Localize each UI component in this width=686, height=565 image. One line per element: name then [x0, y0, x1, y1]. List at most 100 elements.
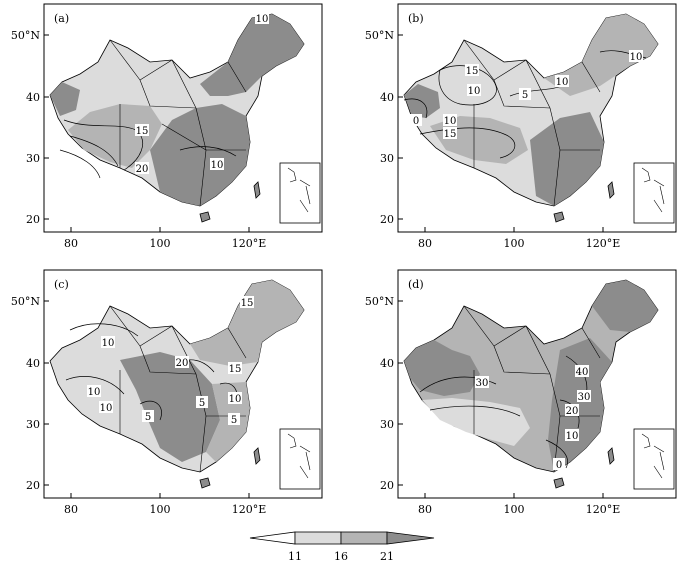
panel-label: (b)	[408, 12, 424, 25]
y-tick-label: 20	[26, 479, 40, 492]
taiwan-island	[253, 181, 261, 199]
y-tick-label: 30	[26, 152, 40, 165]
hainan-island	[553, 477, 565, 489]
contour-label: 10	[88, 387, 101, 398]
y-tick-label: 20	[380, 213, 394, 226]
contour-label: 30	[476, 378, 489, 389]
y-tick-label: 30	[380, 152, 394, 165]
inset-south-china-sea	[279, 162, 321, 224]
dark-region-east	[548, 338, 612, 472]
province-borders	[109, 39, 247, 207]
y-axis-ticks: 50°N 40 30 20	[11, 29, 49, 226]
colorbar-tick-label: 16	[334, 550, 348, 563]
x-tick-label: 120°E	[232, 237, 267, 250]
x-axis-ticks: 80 100 120°E	[64, 493, 266, 516]
colorbar-tick-label: 11	[288, 550, 302, 563]
contour-label: 10	[229, 394, 242, 405]
dark-region-west	[50, 82, 80, 116]
panel-label: (d)	[408, 278, 424, 291]
colorbar: 11 16 21	[249, 531, 435, 563]
contour-label: 5	[199, 398, 205, 409]
contour-label: 5	[231, 415, 237, 426]
contour-label: 15	[229, 364, 242, 375]
contour-label: 15	[241, 298, 254, 309]
y-axis-ticks: 50°N 40 30 20	[11, 295, 49, 492]
x-axis-ticks: 80 100 120°E	[418, 227, 620, 250]
panel-label: (c)	[54, 278, 69, 291]
x-tick-label: 120°E	[586, 503, 621, 516]
contour-label: 20	[176, 358, 189, 369]
map-panel-d: (d) 40 30 30 20 10 0 50°N 40 30 20 80 10…	[365, 269, 677, 516]
contour-label: 20	[566, 406, 579, 417]
x-tick-label: 100	[504, 237, 525, 250]
colorbar-segment-1	[294, 531, 342, 545]
y-tick-label: 30	[380, 418, 394, 431]
contour-label: 15	[466, 66, 479, 77]
y-tick-label: 20	[26, 213, 40, 226]
colorbar-segment-high	[386, 531, 435, 545]
mid-region-north	[544, 14, 658, 96]
y-tick-label: 50°N	[365, 295, 394, 308]
contour-label: 10	[556, 77, 569, 88]
taiwan-island	[253, 447, 261, 465]
contour-label: 10	[256, 14, 269, 25]
contour-label: 10	[444, 116, 457, 127]
dark-region-northeast	[200, 14, 304, 96]
inset-south-china-sea	[633, 428, 675, 490]
map-panel-a: (a) 10 15 20 10 50°N 40 30 20 80 100 120…	[11, 3, 323, 250]
contour-label: 15	[136, 126, 149, 137]
contour-label: 40	[576, 367, 589, 378]
x-axis-ticks: 80 100 120°E	[418, 493, 620, 516]
contour-label: 30	[578, 392, 591, 403]
x-tick-label: 100	[504, 503, 525, 516]
y-tick-label: 40	[380, 357, 394, 370]
contour-label: 10	[100, 403, 113, 414]
y-tick-label: 50°N	[365, 29, 394, 42]
inset-south-china-sea	[633, 162, 675, 224]
x-tick-label: 80	[418, 503, 432, 516]
x-tick-label: 120°E	[586, 237, 621, 250]
panel-label: (a)	[54, 12, 69, 25]
province-borders	[463, 39, 601, 207]
contour-label: 20	[136, 164, 149, 175]
shaded-regions	[403, 13, 659, 223]
contour-label: 15	[444, 129, 457, 140]
x-axis-ticks: 80 100 120°E	[64, 227, 266, 250]
contour-labels: 40 30 30 20 10 0	[475, 365, 591, 471]
map-panel-c: (c) 15 10 20 15 10 10 5 5 10 5 50°N 40 3…	[11, 269, 323, 516]
contour-label: 5	[145, 412, 151, 423]
hainan-island	[199, 477, 211, 489]
x-tick-label: 80	[64, 503, 78, 516]
dark-region-central	[120, 352, 220, 462]
contour-label: 10	[566, 431, 579, 442]
colorbar-tick-label: 21	[380, 550, 394, 563]
map-panel-b: (b) 10 15 10 5 10 0 10 15 50°N 40 30 20 …	[365, 3, 677, 250]
x-tick-label: 100	[150, 237, 171, 250]
province-borders	[109, 305, 247, 473]
y-tick-label: 40	[26, 357, 40, 370]
y-tick-label: 40	[380, 91, 394, 104]
taiwan-island	[607, 181, 615, 199]
contour-label: 10	[102, 338, 115, 349]
hainan-island	[199, 211, 211, 223]
colorbar-segment-2	[340, 531, 388, 545]
dark-region-west	[404, 340, 480, 396]
shaded-regions	[49, 279, 305, 489]
mid-region-north	[190, 280, 304, 366]
x-tick-label: 80	[64, 237, 78, 250]
y-tick-label: 40	[26, 91, 40, 104]
contour-label: 0	[413, 116, 419, 127]
inset-south-china-sea	[279, 428, 321, 490]
y-tick-label: 50°N	[11, 29, 40, 42]
y-tick-label: 30	[26, 418, 40, 431]
hainan-island	[553, 211, 565, 223]
contour-label: 0	[556, 460, 562, 471]
y-axis-ticks: 50°N 40 30 20	[365, 295, 403, 492]
x-tick-label: 80	[418, 237, 432, 250]
y-tick-label: 20	[380, 479, 394, 492]
y-axis-ticks: 50°N 40 30 20	[365, 29, 403, 226]
dark-region-west-tarim	[404, 84, 440, 118]
contour-labels: 10 15 10 5 10 0 10 15	[410, 50, 643, 140]
contour-labels: 15 10 20 15 10 10 5 5 10 5	[87, 296, 254, 426]
